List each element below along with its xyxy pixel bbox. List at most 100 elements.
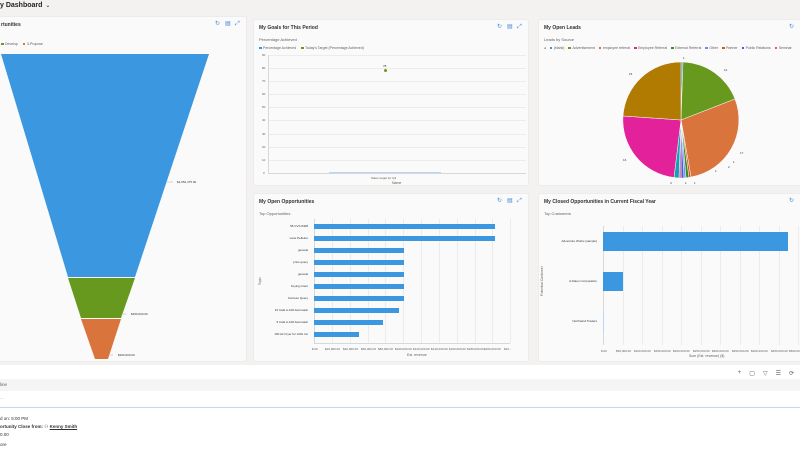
legend-item[interactable]: employee referral: [598, 46, 630, 50]
card-title: My Goals for This Period: [259, 25, 318, 31]
funnel-chart: [1, 54, 209, 359]
bar[interactable]: [314, 320, 383, 325]
pie-label: 1: [694, 181, 696, 185]
card-subtitle: Leads by Source: [544, 37, 575, 42]
category-label: Contoso Query: [287, 296, 308, 300]
chart-legend: ◂ (blank) Advertisement employee referra…: [544, 46, 792, 50]
expand-icon[interactable]: ⤢: [235, 21, 240, 27]
view-records-icon[interactable]: ▤: [225, 21, 231, 27]
expand-icon[interactable]: ⤢: [517, 198, 522, 204]
bar[interactable]: [314, 272, 404, 277]
legend-item[interactable]: Advertisement: [568, 46, 595, 50]
y-axis-title: Topic: [258, 276, 263, 286]
target-marker[interactable]: [384, 69, 387, 72]
category-label: general: [297, 248, 308, 252]
refresh-icon[interactable]: ↻: [497, 198, 503, 204]
y-axis-title: Potential Customer: [539, 266, 544, 296]
user-icon: ⚇: [44, 424, 49, 429]
x-axis-title: Sum (Est. revenue) ($): [689, 354, 725, 358]
refresh-icon[interactable]: ↻: [789, 24, 795, 30]
user-link[interactable]: Kenny Smith: [49, 424, 78, 429]
bar[interactable]: [314, 284, 404, 289]
bar[interactable]: [314, 260, 404, 265]
pie-label: 1: [715, 169, 717, 173]
chart-legend: Develop 3-Propose: [1, 42, 43, 46]
legend-item[interactable]: Employee Referral: [634, 46, 667, 50]
category-label: A Datum Corporation: [568, 279, 597, 283]
x-axis-title: Est. revenue: [407, 353, 427, 357]
legend-item[interactable]: Partner: [722, 46, 738, 50]
bar[interactable]: [603, 312, 604, 331]
category-label: Lane Pelletier: [289, 236, 308, 240]
card-subtitle: Percentage Achieved: [259, 37, 297, 42]
legend-item[interactable]: 3-Propose: [22, 42, 43, 46]
category-label: price query: [293, 260, 308, 264]
pie-label: 1: [733, 160, 735, 164]
legend-item[interactable]: Percentage Achieved: [259, 46, 296, 50]
expand-icon[interactable]: ⤢: [517, 24, 522, 30]
card-actions: ↻ ▤ ⤢: [215, 21, 241, 27]
bar[interactable]: [603, 272, 623, 291]
dashboard-selector[interactable]: y Dashboard ⌄: [0, 2, 50, 9]
filter-icon[interactable]: ▽: [762, 371, 768, 377]
chevron-down-icon[interactable]: ⌄: [45, 3, 51, 9]
legend-item[interactable]: External Referral: [671, 46, 701, 50]
pie-label: 15: [629, 72, 633, 76]
funnel-label: $450,000.00: [131, 312, 148, 316]
open-leads-card: My Open Leads ↻ Leads by Source ◂ (blank…: [538, 19, 800, 186]
legend-item[interactable]: Today's Target (Percentage Achieved): [301, 46, 364, 50]
pie-label: 14: [724, 68, 728, 72]
activity-time: d on: 5:00 PM: [0, 416, 29, 421]
refresh-icon[interactable]: ↻: [215, 21, 221, 27]
pie-label: 1: [683, 56, 685, 60]
bar[interactable]: [314, 296, 404, 301]
bar[interactable]: [314, 224, 495, 229]
category-label: buying intent: [290, 284, 308, 288]
refresh-icon[interactable]: ↻: [497, 24, 503, 30]
timeline-label: line: [0, 382, 8, 387]
legend-item[interactable]: Seminar: [774, 46, 792, 50]
view-icon[interactable]: ▢: [749, 371, 755, 377]
add-icon[interactable]: +: [737, 370, 742, 376]
view-records-icon[interactable]: ▤: [507, 198, 513, 204]
refresh-icon[interactable]: ⟳: [788, 371, 794, 377]
activity-amount: 0.00: [0, 432, 9, 437]
category-label: 10 Café A-100 Automatic: [274, 308, 308, 312]
dashboard-title: y Dashboard: [0, 2, 43, 9]
more-link[interactable]: ore: [0, 442, 7, 447]
activity-panel: + ▢ ▽ ☰ ⟳ line ... d on: 5:00 PM ortunit…: [0, 365, 800, 450]
goals-card: My Goals for This Period ↻ ▤ ⤢ Percentag…: [253, 19, 529, 186]
legend-prev-button[interactable]: ◂: [544, 46, 546, 50]
legend-item[interactable]: Public Relations: [741, 46, 771, 50]
bar[interactable]: [603, 232, 788, 251]
category-label: 100 Air Fryer for x001 Inc: [274, 332, 308, 336]
bar[interactable]: [314, 332, 359, 337]
target-value-label: 78: [383, 64, 387, 68]
card-subtitle: Top Customers: [544, 211, 571, 216]
panel-toolbar: + ▢ ▽ ☰ ⟳: [738, 370, 794, 377]
view-records-icon[interactable]: ▤: [507, 24, 513, 30]
legend-item[interactable]: Develop: [1, 42, 18, 46]
activity-title: ortunity Close from: ⚇ Kenny Smith: [0, 424, 78, 429]
bar[interactable]: [314, 248, 404, 253]
card-title: My Closed Opportunities in Current Fisca…: [544, 199, 656, 205]
card-title: rtunities: [1, 22, 21, 28]
bar[interactable]: [314, 308, 399, 313]
dashboard-header: y Dashboard ⌄: [0, 0, 800, 14]
category-label: 5 Café A-100 Automatic: [276, 320, 308, 324]
list-icon[interactable]: ☰: [775, 371, 781, 377]
pie-label: 1: [685, 181, 687, 185]
legend-item[interactable]: (blank): [549, 46, 564, 50]
card-actions: ↻ ▤ ⤢: [497, 198, 523, 204]
chart-legend: Percentage Achieved Today's Target (Perc…: [259, 46, 364, 50]
percentage-achieved-bar[interactable]: [329, 172, 441, 173]
legend-item[interactable]: Other: [705, 46, 718, 50]
refresh-icon[interactable]: ↻: [789, 198, 795, 204]
category-label: Northwind Traders: [572, 319, 597, 323]
opportunities-funnel-card: rtunities ↻ ▤ ⤢ Develop 3-Propose $1,952…: [0, 16, 247, 362]
search-input[interactable]: ...: [0, 395, 4, 400]
funnel-label: $200,000.00: [118, 353, 135, 357]
card-actions: ↻ ▤ ⤢: [497, 24, 523, 30]
bar[interactable]: [314, 236, 495, 241]
leads-pie-chart: [622, 61, 740, 179]
